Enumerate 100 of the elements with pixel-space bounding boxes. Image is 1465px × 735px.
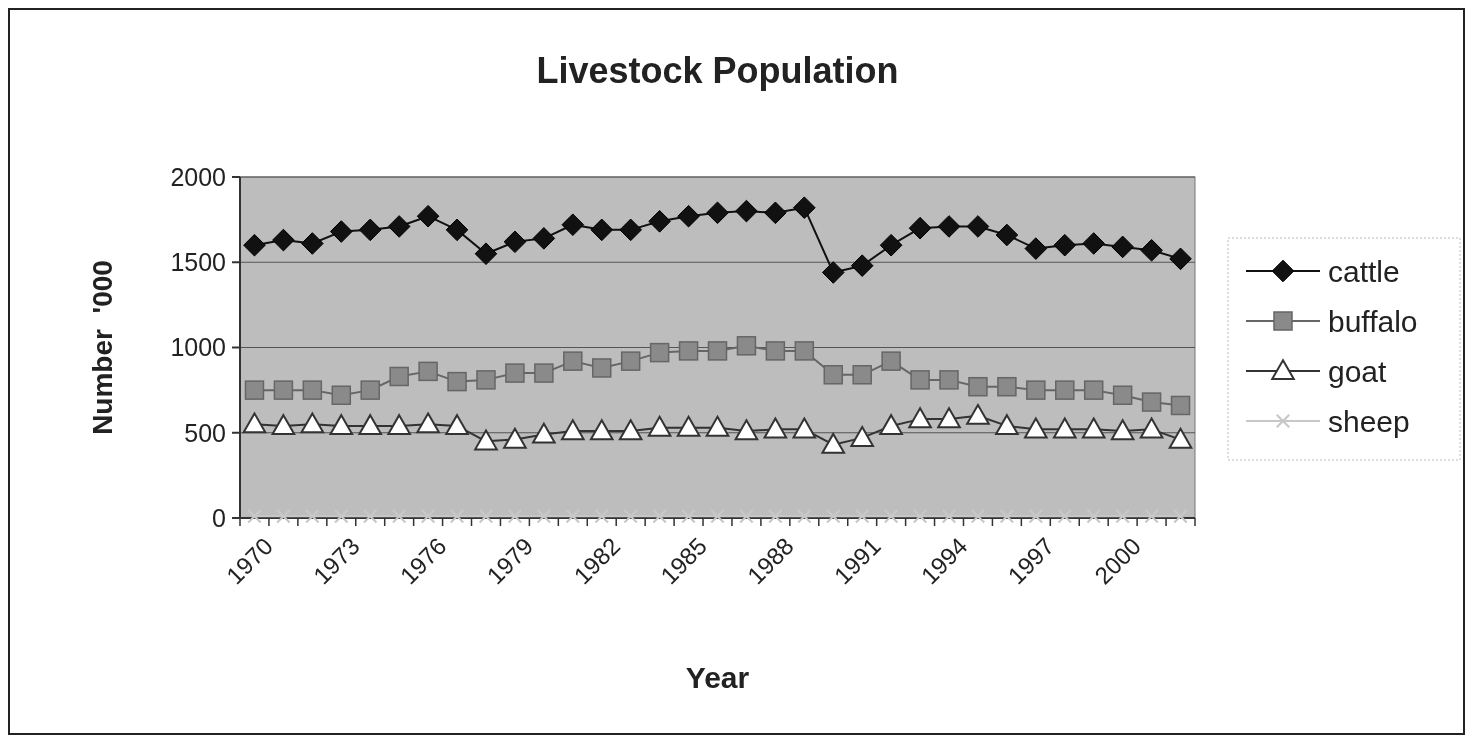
point xyxy=(879,414,903,436)
point xyxy=(881,351,901,371)
point xyxy=(302,380,323,400)
point xyxy=(826,509,841,524)
point xyxy=(389,366,409,387)
point xyxy=(1024,417,1048,439)
point xyxy=(474,242,498,266)
point xyxy=(678,341,699,361)
point xyxy=(850,426,874,447)
point xyxy=(445,414,469,436)
point xyxy=(561,419,585,441)
point xyxy=(1081,417,1106,439)
point xyxy=(652,509,667,524)
y-axis-title: Number '000 xyxy=(87,260,118,435)
x-axis-title: Year xyxy=(685,661,750,694)
point xyxy=(416,204,440,228)
point xyxy=(677,204,700,228)
point xyxy=(1082,232,1106,255)
point xyxy=(1053,233,1077,257)
point xyxy=(1111,235,1134,259)
y-tick-label: 0 xyxy=(212,503,226,532)
point xyxy=(536,509,551,524)
point xyxy=(939,370,959,390)
point xyxy=(534,363,554,383)
point xyxy=(276,509,291,524)
point xyxy=(855,509,870,524)
point xyxy=(445,218,469,242)
chart-title: Livestock Population xyxy=(536,50,899,91)
point xyxy=(792,417,817,439)
point xyxy=(793,196,816,219)
point xyxy=(879,233,903,257)
point xyxy=(421,509,436,524)
point xyxy=(707,341,728,361)
point xyxy=(1086,509,1101,524)
point xyxy=(1144,509,1159,524)
point xyxy=(1170,395,1191,416)
point xyxy=(329,220,353,243)
point xyxy=(563,351,583,371)
point xyxy=(1052,417,1077,439)
point xyxy=(850,254,874,277)
point xyxy=(968,376,988,397)
legend-label: goat xyxy=(1328,354,1388,388)
point xyxy=(334,509,349,524)
point xyxy=(244,380,265,400)
point xyxy=(735,199,758,223)
point xyxy=(300,412,325,434)
point xyxy=(1024,237,1048,260)
point xyxy=(937,407,961,429)
point xyxy=(591,358,612,378)
legend-label: cattle xyxy=(1328,254,1400,288)
point xyxy=(243,233,266,257)
point xyxy=(503,427,527,449)
point xyxy=(997,376,1017,397)
point xyxy=(505,363,525,383)
y-tick-label: 1000 xyxy=(170,333,226,362)
point xyxy=(681,509,696,524)
point xyxy=(1115,509,1130,524)
point xyxy=(966,215,990,238)
point xyxy=(710,509,725,524)
point xyxy=(1110,419,1135,441)
legend-label: sheep xyxy=(1328,404,1410,438)
point xyxy=(305,509,320,524)
point xyxy=(1139,417,1164,439)
point xyxy=(358,414,383,436)
point xyxy=(1169,247,1192,271)
point xyxy=(620,351,641,371)
point xyxy=(478,509,493,524)
point xyxy=(970,509,985,524)
point xyxy=(532,422,556,444)
point xyxy=(242,412,267,434)
point xyxy=(1112,385,1133,405)
point xyxy=(937,215,961,238)
point xyxy=(966,403,990,425)
point xyxy=(619,218,642,242)
point xyxy=(532,227,556,250)
point xyxy=(589,419,614,441)
point xyxy=(418,361,438,382)
point xyxy=(476,370,496,390)
point xyxy=(447,371,467,392)
point xyxy=(821,261,845,284)
point xyxy=(910,370,930,390)
point xyxy=(1026,380,1046,400)
point xyxy=(387,414,411,436)
point xyxy=(507,509,522,524)
point xyxy=(852,365,872,385)
point xyxy=(273,380,294,400)
y-tick-label: 1500 xyxy=(170,248,226,276)
point xyxy=(794,341,815,361)
point xyxy=(272,228,295,252)
point xyxy=(1028,509,1043,524)
point xyxy=(329,414,354,436)
point xyxy=(823,365,844,385)
point xyxy=(999,509,1014,524)
point xyxy=(331,385,352,405)
point xyxy=(363,509,378,524)
point xyxy=(908,216,932,240)
point xyxy=(705,415,730,437)
point xyxy=(503,230,527,254)
point xyxy=(561,213,585,237)
point xyxy=(1057,509,1072,524)
